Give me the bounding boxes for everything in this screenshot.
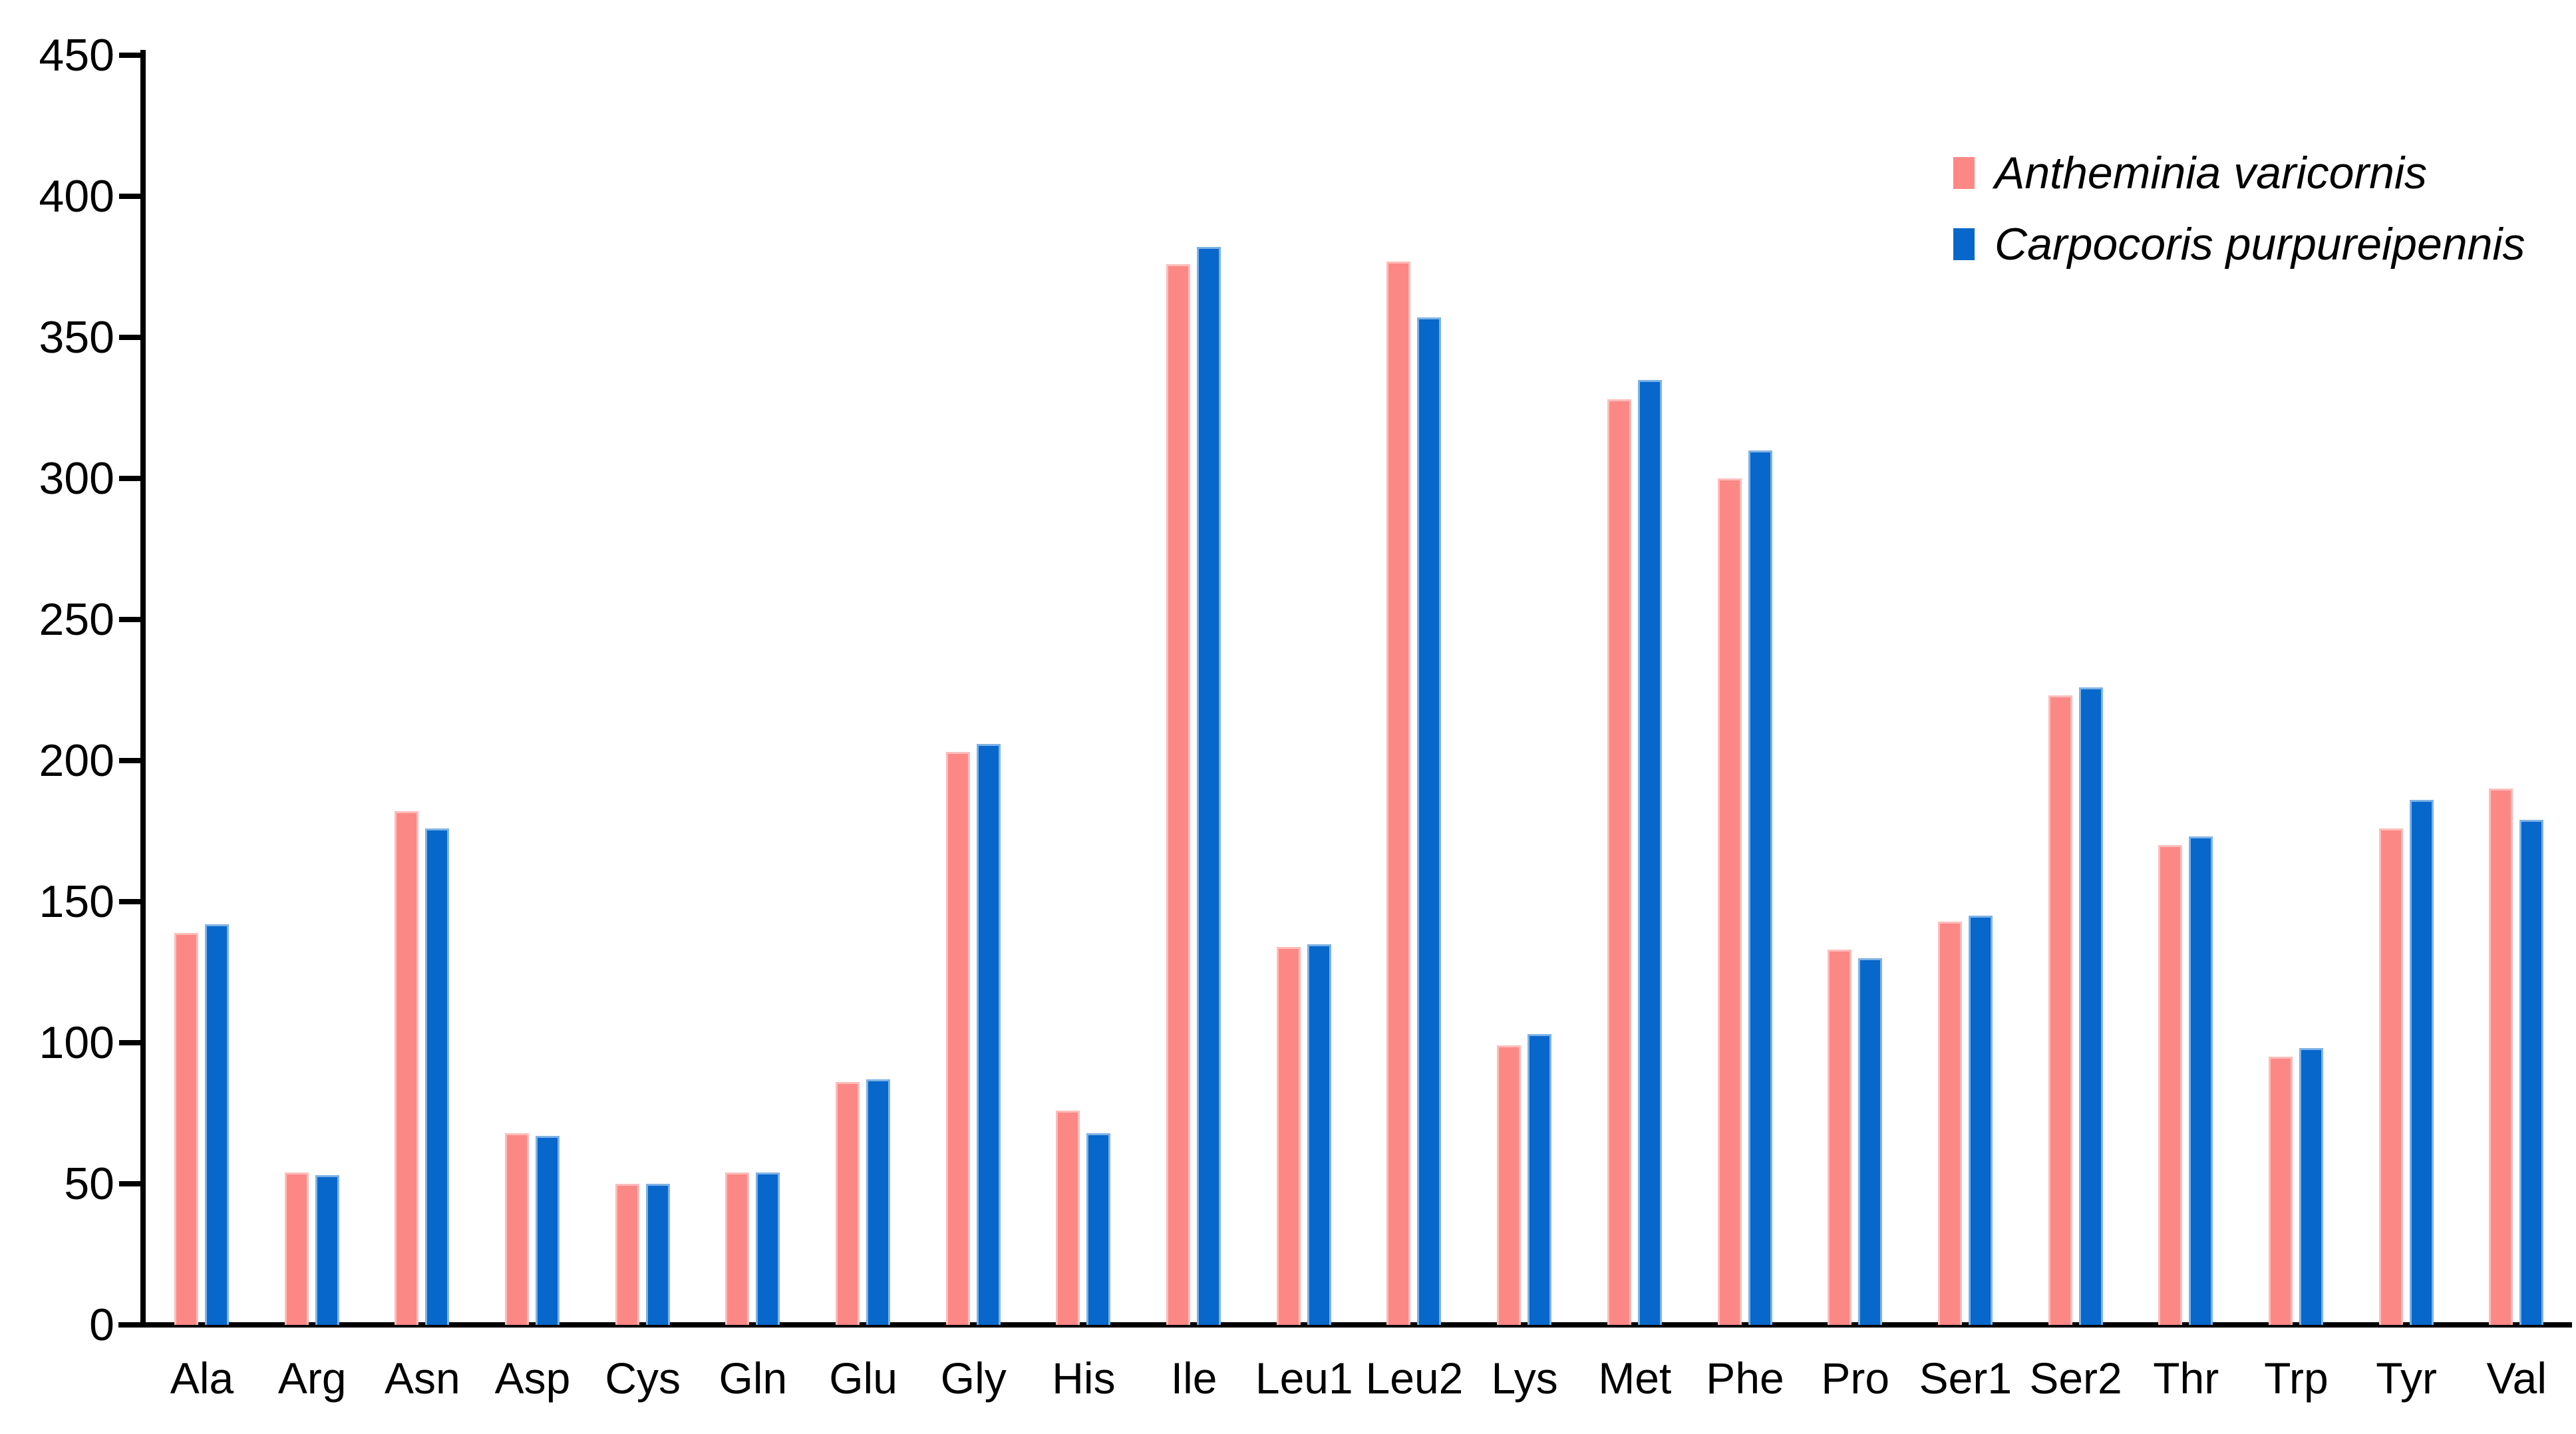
bar-series1-Cys bbox=[615, 1184, 639, 1325]
x-label-Ser2: Ser2 bbox=[2029, 1353, 2122, 1403]
bar-series2-Tyr bbox=[2409, 800, 2434, 1325]
bar-series2-Ser1 bbox=[1968, 916, 1993, 1325]
bar-series2-Arg bbox=[315, 1175, 339, 1325]
bar-series1-Ile bbox=[1166, 264, 1191, 1325]
y-tick-label-50: 50 bbox=[64, 1159, 114, 1209]
bar-series2-Leu2 bbox=[1417, 317, 1442, 1325]
y-tick-0 bbox=[119, 1322, 143, 1328]
bar-series1-Leu2 bbox=[1386, 261, 1411, 1325]
x-label-Gln: Gln bbox=[719, 1353, 788, 1403]
x-label-Ala: Ala bbox=[170, 1353, 234, 1403]
x-label-Arg: Arg bbox=[277, 1353, 347, 1403]
bar-series1-Leu1 bbox=[1276, 946, 1301, 1325]
bar-series2-Ala bbox=[205, 924, 229, 1325]
y-tick-label-450: 450 bbox=[39, 30, 114, 81]
y-tick-100 bbox=[119, 1040, 143, 1045]
bar-series2-Ile bbox=[1197, 247, 1221, 1325]
legend-label-series1: Antheminia varicornis bbox=[1995, 148, 2428, 198]
bar-series2-Lys bbox=[1528, 1034, 1552, 1325]
y-tick-250 bbox=[119, 617, 143, 622]
x-label-Asn: Asn bbox=[384, 1353, 460, 1403]
y-tick-400 bbox=[119, 194, 143, 199]
x-label-Pro: Pro bbox=[1821, 1353, 1890, 1403]
bar-series1-Pro bbox=[1828, 950, 1852, 1325]
bar-series2-Val bbox=[2519, 820, 2544, 1325]
bar-series1-Val bbox=[2489, 789, 2513, 1325]
x-label-Ser1: Ser1 bbox=[1919, 1353, 2012, 1403]
y-tick-label-300: 300 bbox=[39, 453, 114, 504]
x-label-Thr: Thr bbox=[2153, 1353, 2219, 1403]
y-tick-450 bbox=[119, 53, 143, 58]
bar-series2-Ser2 bbox=[2078, 687, 2103, 1325]
bar-series1-Ser2 bbox=[2048, 695, 2072, 1325]
bar-series1-Tyr bbox=[2378, 828, 2403, 1325]
bar-series1-Asn bbox=[395, 811, 419, 1325]
y-tick-label-100: 100 bbox=[39, 1017, 114, 1068]
y-tick-200 bbox=[119, 758, 143, 763]
bar-series1-Arg bbox=[284, 1172, 309, 1325]
bar-series2-Glu bbox=[866, 1079, 891, 1325]
x-label-Leu2: Leu2 bbox=[1365, 1353, 1464, 1403]
x-label-Trp: Trp bbox=[2264, 1353, 2329, 1403]
bar-series1-Phe bbox=[1717, 478, 1742, 1325]
x-axis-line bbox=[118, 1322, 2572, 1328]
y-axis-line bbox=[140, 50, 146, 1328]
bar-series1-Gly bbox=[945, 752, 970, 1325]
bar-series2-Gln bbox=[756, 1172, 780, 1325]
bar-series2-Gly bbox=[976, 743, 1001, 1325]
x-label-His: His bbox=[1052, 1353, 1116, 1403]
bar-series1-Gln bbox=[725, 1172, 750, 1325]
bar-series1-His bbox=[1056, 1110, 1080, 1325]
bar-series2-Asn bbox=[425, 828, 450, 1325]
x-label-Glu: Glu bbox=[829, 1353, 897, 1403]
bar-series2-Phe bbox=[1748, 450, 1772, 1325]
bar-series1-Ala bbox=[174, 932, 198, 1325]
x-label-Phe: Phe bbox=[1706, 1353, 1784, 1403]
x-label-Cys: Cys bbox=[605, 1353, 681, 1403]
bar-series2-Cys bbox=[645, 1184, 670, 1325]
bar-series2-Pro bbox=[1858, 958, 1883, 1325]
bar-series2-Thr bbox=[2189, 836, 2213, 1325]
x-label-Tyr: Tyr bbox=[2376, 1353, 2437, 1403]
legend-label-series2: Carpocoris purpureipennis bbox=[1995, 219, 2525, 269]
bar-series1-Ser1 bbox=[1937, 921, 1962, 1325]
y-tick-label-400: 400 bbox=[39, 171, 114, 222]
bar-series2-Trp bbox=[2299, 1048, 2323, 1325]
x-label-Gly: Gly bbox=[940, 1353, 1007, 1403]
y-tick-50 bbox=[119, 1181, 143, 1186]
y-tick-label-0: 0 bbox=[89, 1300, 114, 1350]
x-label-Lys: Lys bbox=[1491, 1353, 1558, 1403]
bar-series1-Asp bbox=[505, 1133, 530, 1325]
bar-series2-Met bbox=[1637, 379, 1662, 1325]
bar-series1-Met bbox=[1607, 399, 1631, 1325]
x-label-Val: Val bbox=[2486, 1353, 2547, 1403]
x-label-Ile: Ile bbox=[1170, 1353, 1217, 1403]
bar-series1-Thr bbox=[2158, 845, 2183, 1325]
x-label-Leu1: Leu1 bbox=[1255, 1353, 1353, 1403]
y-tick-150 bbox=[119, 899, 143, 904]
bar-series1-Trp bbox=[2268, 1057, 2293, 1325]
y-tick-label-150: 150 bbox=[39, 876, 114, 927]
y-tick-300 bbox=[119, 476, 143, 481]
bar-series2-Asp bbox=[536, 1135, 560, 1325]
bar-series1-Lys bbox=[1497, 1045, 1522, 1325]
bar-series2-Leu1 bbox=[1307, 944, 1331, 1325]
x-label-Met: Met bbox=[1598, 1353, 1672, 1403]
legend-entry-series1: Antheminia varicornis bbox=[1953, 148, 2427, 198]
x-label-Asp: Asp bbox=[494, 1353, 571, 1403]
series1-legend-swatch bbox=[1953, 157, 1975, 189]
legend-entry-series2: Carpocoris purpureipennis bbox=[1953, 219, 2525, 269]
y-tick-label-350: 350 bbox=[39, 312, 114, 363]
y-tick-label-250: 250 bbox=[39, 594, 114, 645]
y-tick-label-200: 200 bbox=[39, 735, 114, 786]
series2-legend-swatch bbox=[1953, 228, 1975, 260]
bar-series2-His bbox=[1086, 1133, 1111, 1325]
bar-series1-Glu bbox=[836, 1082, 860, 1325]
y-tick-350 bbox=[119, 335, 143, 340]
